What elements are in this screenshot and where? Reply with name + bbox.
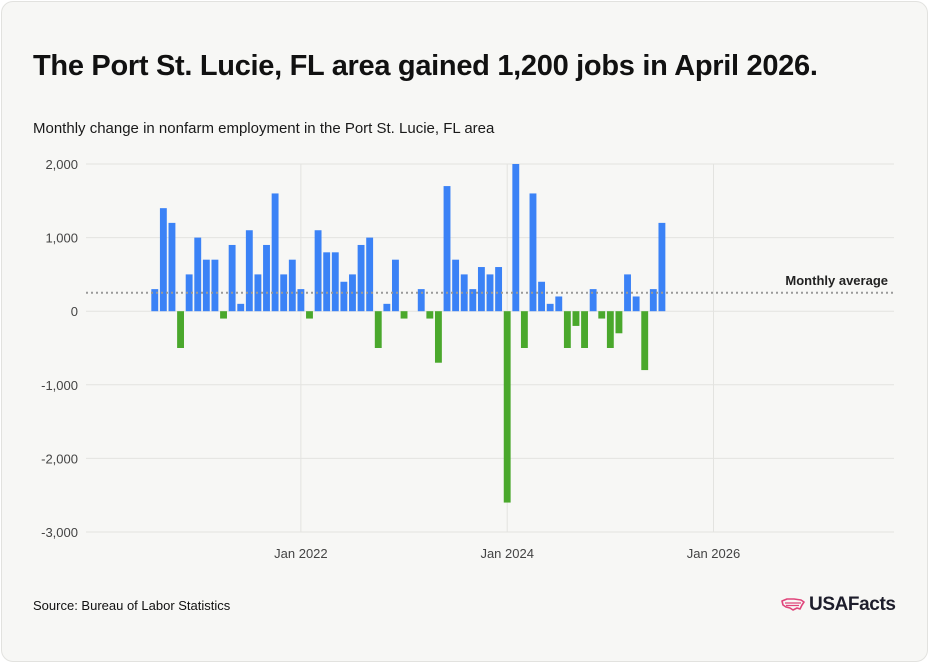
bar bbox=[563, 311, 571, 348]
bar bbox=[529, 193, 537, 312]
bar bbox=[392, 259, 399, 312]
grid-lines bbox=[86, 163, 894, 533]
bar bbox=[151, 289, 159, 312]
bar bbox=[297, 289, 305, 312]
brand-logo: USAFacts bbox=[781, 594, 896, 616]
bar bbox=[357, 244, 365, 312]
bar bbox=[271, 193, 279, 312]
y-tick-label: 2,000 bbox=[45, 157, 78, 172]
x-axis-labels: Jan 2022 Jan 2024 Jan 2026 bbox=[274, 546, 740, 561]
chart-subtitle: Monthly change in nonfarm employment in … bbox=[33, 120, 495, 137]
bar bbox=[649, 289, 657, 312]
x-tick-label: Jan 2024 bbox=[480, 546, 534, 561]
us-flag-map-icon bbox=[781, 598, 805, 611]
bar bbox=[512, 164, 520, 312]
bar bbox=[245, 230, 253, 312]
bar bbox=[598, 311, 606, 319]
bar bbox=[572, 311, 580, 326]
bar bbox=[211, 259, 219, 312]
bar bbox=[606, 311, 614, 348]
bar bbox=[641, 311, 649, 371]
bar bbox=[495, 267, 503, 312]
y-tick-label: 1,000 bbox=[45, 231, 78, 246]
bar bbox=[486, 274, 494, 312]
bar bbox=[469, 289, 477, 312]
bar bbox=[228, 244, 236, 312]
bar bbox=[159, 208, 167, 312]
y-tick-label: -1,000 bbox=[41, 378, 78, 393]
bar bbox=[452, 259, 460, 312]
bar bbox=[520, 311, 528, 348]
x-tick-label: Jan 2026 bbox=[687, 546, 741, 561]
bar bbox=[194, 237, 202, 312]
bar bbox=[340, 281, 348, 312]
bar bbox=[400, 311, 408, 319]
bar bbox=[288, 259, 296, 312]
bar bbox=[581, 311, 588, 348]
bar bbox=[434, 311, 442, 363]
bar bbox=[383, 303, 391, 312]
bar bbox=[417, 289, 425, 312]
bar bbox=[220, 311, 227, 319]
bar bbox=[280, 274, 288, 312]
bar bbox=[263, 244, 270, 312]
bar bbox=[632, 296, 640, 312]
average-line-label: Monthly average bbox=[785, 273, 888, 288]
y-tick-label: 0 bbox=[71, 304, 78, 319]
brand-name: USAFacts bbox=[809, 594, 896, 615]
bar bbox=[443, 186, 451, 312]
chart-title: The Port St. Lucie, FL area gained 1,200… bbox=[33, 50, 818, 82]
y-tick-label: -2,000 bbox=[41, 451, 78, 466]
bar bbox=[589, 289, 597, 312]
bars bbox=[151, 164, 666, 503]
bar bbox=[615, 311, 623, 334]
source-note: Source: Bureau of Labor Statistics bbox=[33, 598, 231, 613]
bar bbox=[555, 296, 563, 312]
bar bbox=[477, 267, 485, 312]
bar bbox=[538, 281, 546, 312]
bar bbox=[306, 311, 313, 319]
bar bbox=[460, 274, 468, 312]
bar bbox=[503, 311, 511, 503]
bar bbox=[323, 252, 331, 312]
bar bbox=[314, 230, 322, 312]
average-line-group: Monthly average bbox=[86, 271, 894, 294]
bar bbox=[374, 311, 382, 348]
bar bbox=[331, 252, 339, 312]
y-tick-label: -3,000 bbox=[41, 525, 78, 540]
bar bbox=[658, 222, 666, 312]
y-axis-labels: 2,000 1,000 0 -1,000 -2,000 -3,000 bbox=[41, 157, 78, 540]
bar bbox=[177, 311, 184, 348]
bar bbox=[185, 274, 193, 312]
bar bbox=[237, 303, 245, 312]
bar bbox=[426, 311, 434, 319]
bar bbox=[168, 222, 176, 312]
bar bbox=[366, 237, 374, 312]
bar bbox=[546, 303, 554, 312]
x-tick-label: Jan 2022 bbox=[274, 546, 328, 561]
bar bbox=[202, 259, 210, 312]
